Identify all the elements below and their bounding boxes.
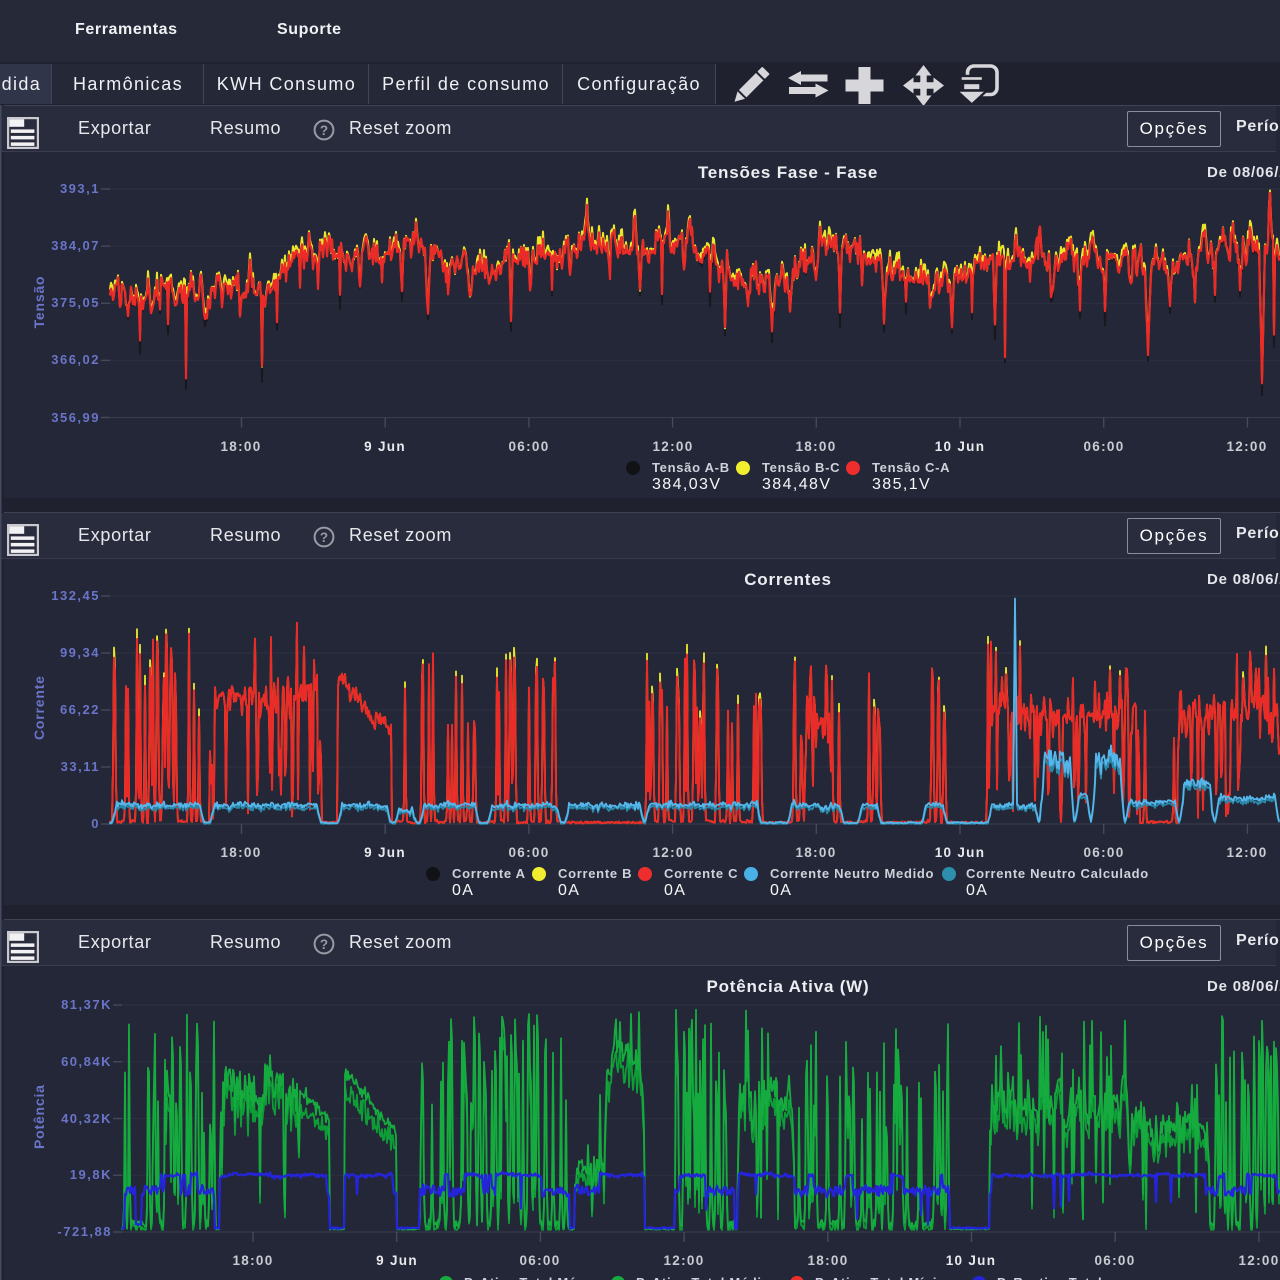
svg-text:?: ?: [320, 937, 328, 952]
svg-text:?: ?: [320, 123, 328, 138]
svg-text:?: ?: [320, 530, 328, 545]
